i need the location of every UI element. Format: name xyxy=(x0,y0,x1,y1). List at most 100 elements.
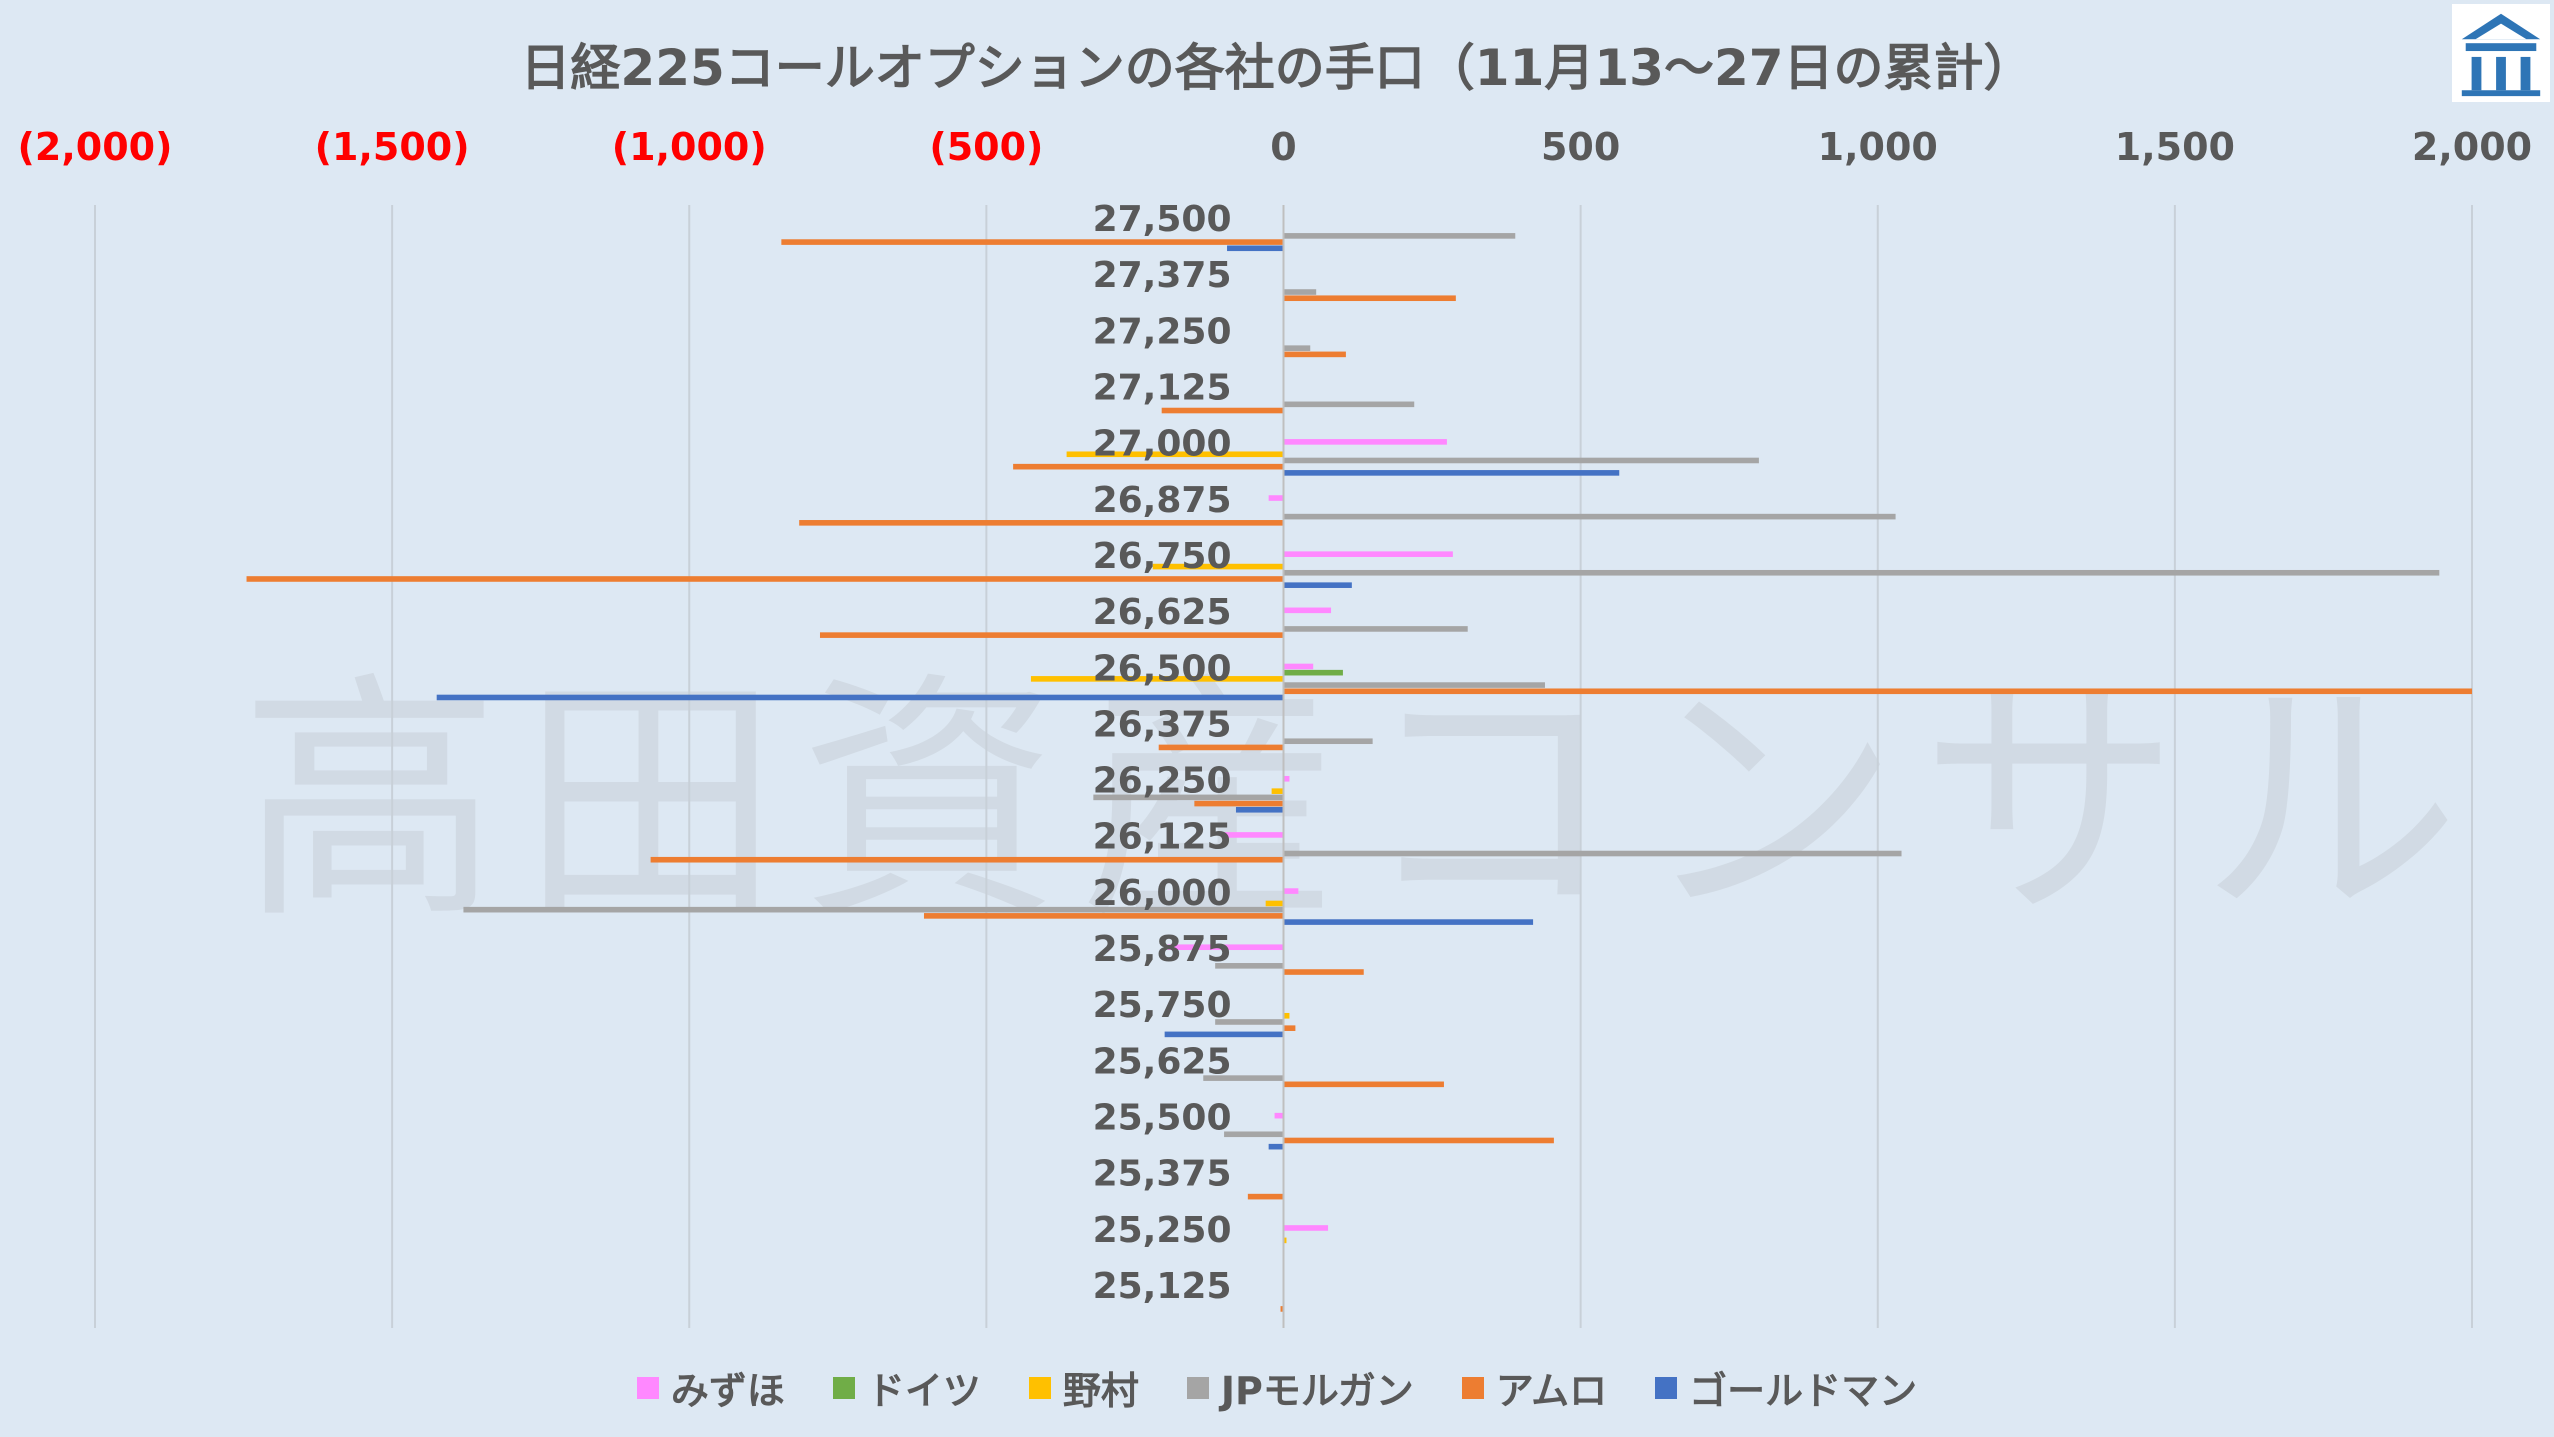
y-category-label: 26,875 xyxy=(1093,480,1232,521)
bar-JPモルガン xyxy=(1283,682,1545,688)
bar-アムロ xyxy=(923,913,1284,919)
y-category-label: 25,375 xyxy=(1093,1154,1232,1195)
bar-JPモルガン xyxy=(1093,794,1284,801)
bar-JPモルガン xyxy=(1283,513,1896,520)
bar-JPモルガン xyxy=(1283,569,2440,576)
bar-ゴールドマン xyxy=(436,694,1284,701)
bar-アムロ xyxy=(650,856,1284,863)
bar-アムロ xyxy=(1161,407,1284,414)
y-category-label: 27,375 xyxy=(1093,255,1232,296)
legend-label: みずほ xyxy=(670,1369,785,1413)
legend-swatch xyxy=(1186,1376,1209,1399)
bar-JPモルガン xyxy=(1203,1075,1284,1081)
x-tick-label: 2,000 xyxy=(2412,125,2532,169)
legend-swatch xyxy=(1655,1376,1678,1399)
bar-ゴールドマン xyxy=(1283,470,1620,476)
bar-みずほ xyxy=(1283,607,1332,614)
bar-アムロ xyxy=(799,520,1284,526)
y-category-label: 26,500 xyxy=(1093,648,1232,689)
watermark-text: 高田資産コンサル xyxy=(240,652,2480,954)
x-tick-label: 500 xyxy=(1541,125,1620,169)
y-category-label: 26,750 xyxy=(1093,536,1232,577)
bar-アムロ xyxy=(246,576,1284,582)
bar-JPモルガン xyxy=(1215,1019,1284,1025)
bar-アムロ xyxy=(781,239,1284,245)
bar-アムロ xyxy=(1283,351,1346,358)
legend-label: ゴールドマン xyxy=(1689,1369,1918,1413)
chart-legend: みずほ ドイツ 野村 JPモルガン アムロ ゴールドマン xyxy=(0,1360,2554,1415)
y-category-label: 27,000 xyxy=(1093,424,1232,465)
bar-ゴールドマン xyxy=(1164,1031,1284,1038)
bar-野村 xyxy=(1152,563,1284,570)
y-category-label: 26,000 xyxy=(1093,873,1232,914)
x-tick-label: (2,000) xyxy=(18,125,173,169)
bar-アムロ xyxy=(1194,800,1284,807)
x-tick-label: (1,500) xyxy=(315,125,470,169)
bar-野村 xyxy=(1283,1237,1287,1244)
y-category-label: 26,625 xyxy=(1093,592,1232,633)
bar-みずほ xyxy=(1283,888,1299,894)
bar-JPモルガン xyxy=(1283,738,1373,745)
bar-みずほ xyxy=(1283,775,1290,782)
bar-アムロ xyxy=(1283,969,1364,975)
bar-みずほ xyxy=(1283,663,1314,670)
y-category-label: 26,375 xyxy=(1093,704,1232,745)
bar-JPモルガン xyxy=(1283,401,1415,408)
bar-JPモルガン xyxy=(1224,1131,1284,1138)
legend-swatch xyxy=(636,1376,659,1399)
y-category-label: 26,250 xyxy=(1093,761,1232,802)
bar-みずほ xyxy=(1224,832,1284,838)
bar-野村 xyxy=(1265,900,1284,907)
bar-JPモルガン xyxy=(1283,457,1759,464)
bar-ゴールドマン xyxy=(1268,1143,1284,1150)
y-category-label: 25,875 xyxy=(1093,929,1232,970)
bar-アムロ xyxy=(1247,1193,1284,1200)
bar-みずほ xyxy=(1283,551,1453,557)
bar-アムロ xyxy=(1283,1025,1296,1031)
bar-ゴールドマン xyxy=(1283,582,1352,588)
bar-ゴールドマン xyxy=(1235,806,1284,813)
legend-item: アムロ xyxy=(1461,1360,1608,1415)
legend-label: JPモルガン xyxy=(1220,1369,1414,1413)
bar-ドイツ xyxy=(1283,669,1343,676)
bar-JPモルガン xyxy=(1283,850,1902,857)
bar-ゴールドマン xyxy=(1227,245,1284,252)
bar-JPモルガン xyxy=(1283,289,1317,295)
bar-みずほ xyxy=(1268,495,1284,501)
legend-item: 野村 xyxy=(1028,1360,1139,1415)
bar-野村 xyxy=(1271,788,1284,794)
bar-JPモルガン xyxy=(1215,963,1284,969)
y-category-label: 25,250 xyxy=(1093,1210,1232,1251)
legend-item: JPモルガン xyxy=(1186,1360,1414,1415)
x-tick-label: 1,500 xyxy=(2115,125,2235,169)
x-tick-label: (1,000) xyxy=(612,125,767,169)
y-category-label: 25,125 xyxy=(1093,1266,1232,1307)
bar-アムロ xyxy=(1158,744,1284,751)
y-category-label: 25,750 xyxy=(1093,985,1232,1026)
bar-みずほ xyxy=(1167,944,1284,951)
bar-JPモルガン xyxy=(463,906,1284,913)
bar-みずほ xyxy=(1283,439,1447,445)
bar-アムロ xyxy=(1283,1081,1444,1088)
bar-アムロ xyxy=(1280,1306,1284,1312)
legend-item: ドイツ xyxy=(832,1360,981,1415)
bar-アムロ xyxy=(1283,1137,1554,1144)
y-category-label: 26,125 xyxy=(1093,817,1232,858)
bar-野村 xyxy=(1283,1012,1290,1019)
bar-アムロ xyxy=(1283,688,2472,695)
bar-アムロ xyxy=(1283,295,1456,302)
legend-label: アムロ xyxy=(1495,1369,1608,1413)
y-category-label: 27,125 xyxy=(1093,368,1232,409)
bar-アムロ xyxy=(1013,463,1284,470)
legend-swatch xyxy=(1461,1376,1484,1399)
y-category-label: 25,625 xyxy=(1093,1041,1232,1082)
legend-label: 野村 xyxy=(1062,1369,1139,1413)
x-tick-label: 1,000 xyxy=(1818,125,1938,169)
legend-label: ドイツ xyxy=(866,1369,981,1413)
legend-item: みずほ xyxy=(636,1360,785,1415)
bar-みずほ xyxy=(1274,1112,1284,1119)
bar-ゴールドマン xyxy=(1283,919,1534,925)
bar-みずほ xyxy=(1283,1225,1329,1231)
legend-swatch xyxy=(1028,1376,1051,1399)
x-tick-label: 0 xyxy=(1270,125,1296,169)
